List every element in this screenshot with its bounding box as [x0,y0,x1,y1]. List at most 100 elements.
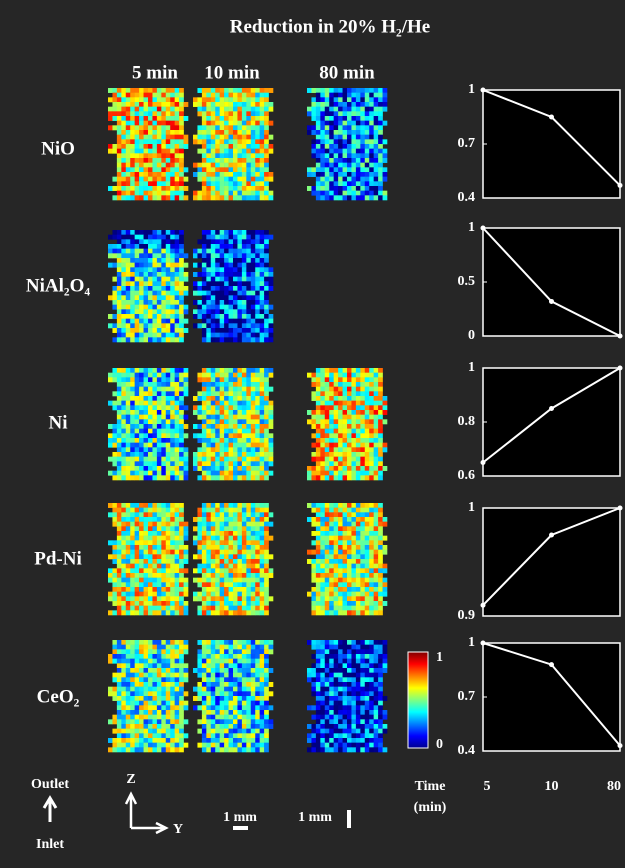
heatmap-cell [369,526,374,532]
heatmap-cell [347,400,352,406]
heatmap-cell [241,92,247,98]
heatmap-cell [161,728,167,734]
heatmap-cell [156,400,162,406]
heatmap-cell [161,663,167,669]
heatmap-cell [355,134,361,140]
heatmap-cell [342,405,348,411]
heatmap-cell [259,658,265,664]
heatmap-cell [355,535,361,541]
heatmap-cell [179,677,184,683]
heatmap-cell [219,549,225,555]
heatmap-cell [134,526,140,532]
heatmap-cell [264,139,269,145]
heatmap-cell [237,290,243,296]
heatmap-cell [193,248,198,254]
heatmap-cell [373,172,379,177]
heatmap-cell [116,461,122,467]
heatmap-cell [161,654,167,659]
heatmap-cell [233,318,238,324]
heatmap-cell [165,668,171,673]
heatmap-cell [206,382,212,387]
heatmap-cell [174,295,180,301]
heatmap-cell [165,304,171,310]
heatmap-cell [201,503,207,508]
heatmap-cell [139,106,144,112]
heatmap-cell [143,304,149,310]
heatmap-cell [241,568,247,574]
heatmap-cell [360,573,366,578]
heatmap-cell [134,253,140,259]
heatmap-cell [116,691,122,697]
heatmap-cell [156,125,162,131]
heatmap-cell [369,549,374,555]
heatmap-cell [315,545,321,550]
heatmap-cell [210,563,216,569]
heatmap-cell [264,531,269,536]
heatmap-cell [228,181,234,187]
heatmap-cell [139,116,144,121]
heatmap-cell [183,276,189,282]
heatmap-cell [228,244,234,249]
heatmap-cell [224,577,229,583]
heatmap-cell [179,106,184,112]
heatmap-cell [342,386,348,392]
heatmap-cell [156,654,162,659]
heatmap-cell [130,452,135,457]
heatmap-cell [161,512,167,518]
heatmap-cell [206,470,212,476]
heatmap-cell [215,526,220,532]
heatmap-cell [206,116,212,121]
heatmap-cell [351,442,357,448]
heatmap-cell [264,535,269,541]
heatmap-cell [206,304,212,310]
heatmap-cell [215,640,220,645]
heatmap-cell [237,382,243,387]
heatmap-cell [143,700,149,706]
heatmap-cell [112,728,118,734]
colorbar-label: 1 [436,650,443,665]
heatmap-cell [360,102,366,107]
heatmap-cell [333,475,339,481]
heatmap-cell [152,332,158,338]
heatmap-cell [148,682,153,687]
heatmap-cell [351,517,357,522]
heatmap-cell [237,239,243,245]
heatmap-cell [233,601,238,606]
heatmap-cell [201,153,207,159]
heatmap-cell [148,372,153,378]
heatmap-cell [134,742,140,748]
heatmap-cell [360,195,366,201]
heatmap-cell [324,475,330,481]
heatmap-cell [219,438,225,443]
heatmap-cell [139,318,144,324]
heatmap-cell [246,400,252,406]
heatmap-cell [125,705,131,711]
heatmap-cell [130,686,135,692]
heatmap-cell [116,134,122,140]
heatmap-cell [193,172,198,177]
heatmap-cell [156,248,162,254]
heatmap-cell [241,262,247,268]
heatmap-cell [197,610,203,616]
heatmap-cell [116,328,122,333]
heatmap-cell [130,696,135,701]
heatmap-cell [259,549,265,555]
heatmap-cell [338,424,343,429]
heatmap-cell [197,568,203,574]
heatmap-cell [206,290,212,296]
heatmap-cell [170,176,175,182]
heatmap-cell [324,396,330,401]
heatmap-cell [373,153,379,159]
heatmap-cell [311,116,317,121]
heatmap-cell [241,139,247,145]
heatmap-cell [152,535,158,541]
heatmap-cell [139,677,144,683]
heatmap-cell [201,549,207,555]
heatmap-cell [130,116,135,121]
heatmap-cell [255,116,260,121]
heatmap-cell [333,470,339,476]
heatmap-cell [378,461,383,467]
heatmap-cell [311,88,317,93]
heatmap-cell [241,272,247,277]
heatmap-cell [259,314,265,319]
